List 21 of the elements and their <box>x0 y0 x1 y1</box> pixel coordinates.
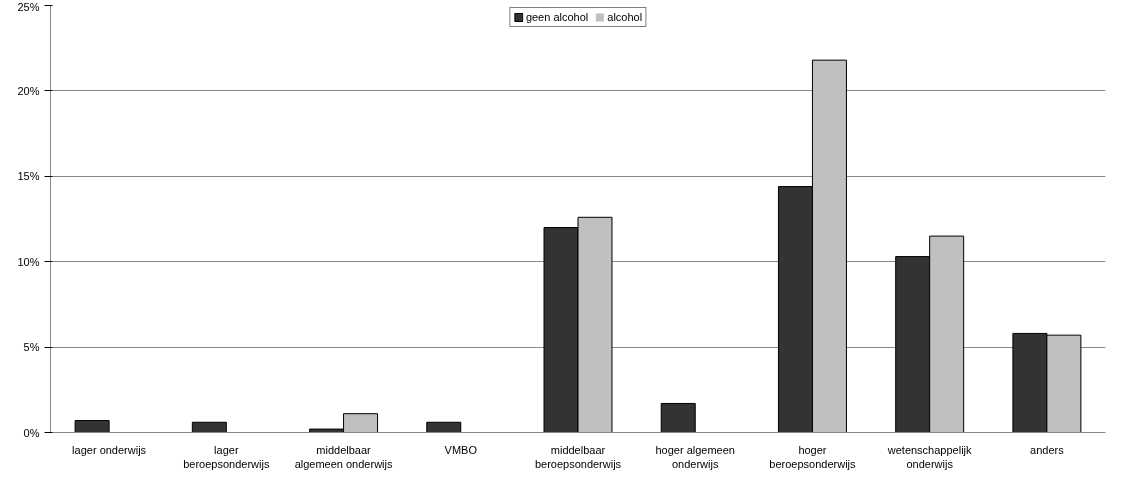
y-tick-label: 0% <box>23 426 40 439</box>
x-tick-label: middelbaar beroepsonderwijs <box>534 443 622 470</box>
bar <box>74 420 110 433</box>
x-tick-label: middelbaar algemeen onderwijs <box>294 443 393 470</box>
bar <box>191 421 227 433</box>
x-tick-label: anders <box>1030 443 1065 456</box>
x-tick-label: lager onderwijs <box>72 443 147 456</box>
x-tick-label: hoger algemeen onderwijs <box>655 443 735 470</box>
y-tick-label: 5% <box>23 341 40 354</box>
x-tick-label: wetenschappelijk onderwijs <box>886 443 973 470</box>
y-tick-label: 20% <box>17 84 40 97</box>
x-tick-label: hoger beroepsonderwijs <box>769 443 857 470</box>
y-tick-label: 15% <box>17 170 40 183</box>
legend-label: geen alcohol <box>525 11 589 23</box>
legend-label: alcohol <box>607 11 643 23</box>
y-tick-label: 10% <box>17 255 40 268</box>
y-tick-label: 25% <box>17 0 40 13</box>
x-tick-label: VMBO <box>444 443 478 456</box>
x-tick-label: lager beroepsonderwijs <box>183 443 270 470</box>
bar <box>660 402 696 433</box>
bar <box>426 421 462 433</box>
